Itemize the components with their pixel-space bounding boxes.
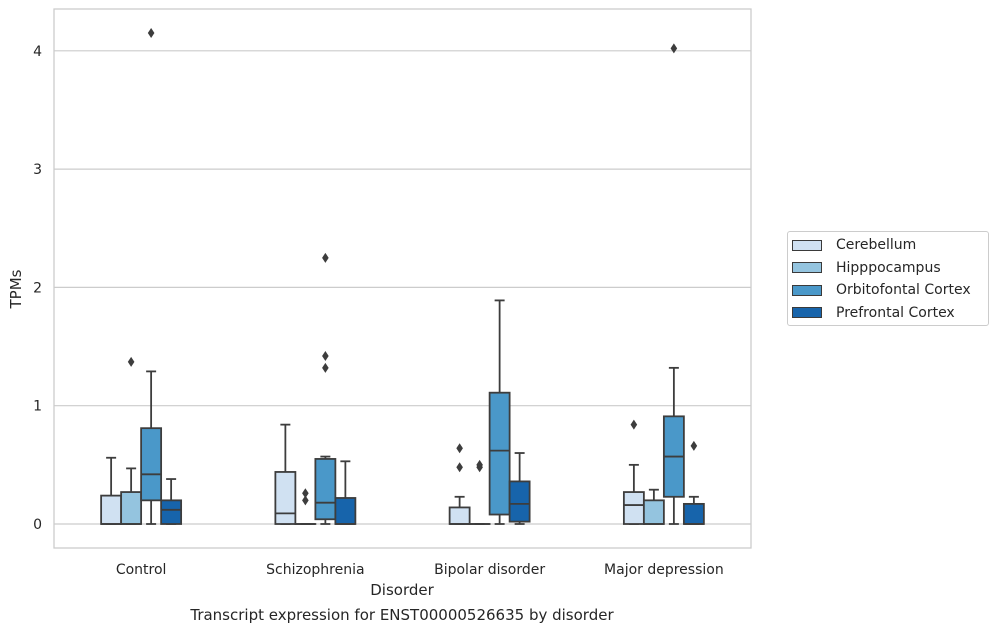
legend: Cerebellum Hipppocampus Orbitofontal Corte… xyxy=(787,231,989,326)
legend-label: Cerebellum xyxy=(836,237,917,253)
box-body xyxy=(160,499,183,525)
legend-label: Hipppocampus xyxy=(836,259,941,276)
outlier-point xyxy=(147,28,155,39)
box-body xyxy=(682,502,705,525)
box-hipppocampus xyxy=(294,488,317,525)
x-tick-label: Bipolar disorder xyxy=(434,562,545,578)
box-cerebellum xyxy=(448,443,471,525)
box-orbitofontal-cortex xyxy=(140,28,163,525)
box-body xyxy=(274,471,297,525)
x-tick-label: Schizophrenia xyxy=(266,562,364,578)
box-prefrontal-cortex xyxy=(508,452,531,525)
box-body xyxy=(448,506,471,525)
x-tick-labels: Control Schizophrenia Bipolar disorder Majo… xyxy=(116,562,724,578)
outlier-point xyxy=(456,443,463,454)
outlier-point xyxy=(322,362,329,373)
box-body xyxy=(140,427,163,502)
outlier-point xyxy=(476,459,483,470)
box-body xyxy=(334,497,357,525)
box-body xyxy=(508,480,531,523)
outlier-point xyxy=(302,488,309,499)
box-prefrontal-cortex xyxy=(682,440,705,525)
legend-item: Cerebellum xyxy=(792,235,916,255)
box-orbitofontal-cortex xyxy=(662,43,685,525)
legend-swatch xyxy=(792,239,822,251)
chart-caption: Transcript expression for ENST0000052663… xyxy=(190,606,614,624)
y-tick-label: 1 xyxy=(33,399,42,415)
outlier-point xyxy=(127,356,135,367)
legend-swatch xyxy=(792,284,822,296)
box-cerebellum xyxy=(100,456,123,525)
outlier-point xyxy=(690,440,698,451)
box-hipppocampus xyxy=(468,459,491,525)
y-tick-label: 2 xyxy=(33,280,42,296)
box-hipppocampus xyxy=(642,488,665,525)
outlier-point xyxy=(322,252,329,263)
box-cerebellum xyxy=(622,419,645,525)
box-body xyxy=(622,491,645,525)
y-tick-label: 4 xyxy=(33,44,42,60)
plot-frame xyxy=(53,8,752,549)
outlier-point xyxy=(302,495,309,506)
legend-item: Hipppocampus xyxy=(792,258,941,278)
box-prefrontal-cortex xyxy=(160,478,183,525)
x-tick-label: Major depression xyxy=(604,562,724,578)
outlier-point xyxy=(630,419,638,430)
y-tick-label: 3 xyxy=(33,162,42,178)
box-body xyxy=(120,491,143,525)
x-axis-label: Disorder xyxy=(370,581,434,599)
box-body xyxy=(488,391,511,516)
box-hipppocampus xyxy=(120,356,143,525)
box-prefrontal-cortex xyxy=(334,460,357,525)
y-tick-label: 0 xyxy=(33,517,42,533)
box-cerebellum xyxy=(274,423,297,525)
y-tick-labels: 0 1 2 3 4 xyxy=(33,44,42,533)
outlier-point xyxy=(322,351,329,362)
box-body xyxy=(100,494,123,525)
box-layer xyxy=(100,28,705,525)
y-axis-label: TPMs xyxy=(7,269,25,309)
legend-swatch xyxy=(792,307,822,318)
box-orbitofontal-cortex xyxy=(488,299,511,525)
box-body xyxy=(642,499,665,525)
legend-label: Prefrontal Cortex xyxy=(836,304,955,321)
legend-label: Orbitofontal Cortex xyxy=(836,282,971,298)
outlier-point xyxy=(670,43,678,54)
x-tick-label: Control xyxy=(116,562,167,578)
box-orbitofontal-cortex xyxy=(314,252,337,525)
outlier-point xyxy=(456,462,463,473)
legend-item: Orbitofontal Cortex xyxy=(792,280,971,300)
legend-item: Prefrontal Cortex xyxy=(792,303,955,323)
box-body xyxy=(314,458,337,521)
legend-swatch xyxy=(792,262,822,273)
